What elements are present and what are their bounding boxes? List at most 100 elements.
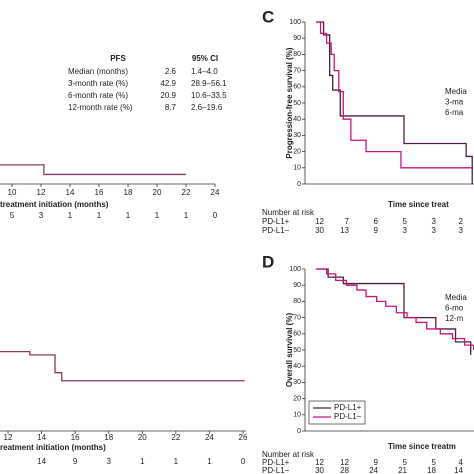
x-tick-label: 20: [153, 188, 162, 197]
y-tick-label: 50: [293, 100, 301, 107]
table-cell: 2.6–19.6: [191, 103, 223, 112]
y-axis-label: Overall survival (%): [285, 313, 294, 388]
at-risk-value: 12: [340, 458, 349, 467]
at-risk-value: 12: [315, 217, 324, 226]
survival-curve: [316, 21, 473, 169]
table-cell: 10.6–33.5: [191, 91, 227, 100]
y-tick-label: 80: [293, 298, 301, 305]
at-risk-title: Number at risk: [262, 450, 315, 459]
summary-label: Media: [445, 87, 467, 96]
at-risk-value: 1: [140, 457, 145, 466]
at-risk-value: 0: [241, 457, 246, 466]
y-tick-label: 0: [297, 181, 301, 188]
y-tick-label: 70: [293, 314, 301, 321]
table-cell: 6-month rate (%): [68, 91, 128, 100]
at-risk-value: 2: [459, 217, 464, 226]
y-tick-label: 30: [293, 379, 301, 386]
at-risk-value: 18: [427, 466, 436, 474]
at-risk-value: 5: [403, 458, 408, 467]
table-cell: 1.4–4.0: [191, 67, 218, 76]
at-risk-value: 5: [432, 458, 437, 467]
at-risk-value: 3: [403, 226, 408, 235]
x-tick-label: 18: [104, 433, 113, 442]
x-tick-label: 14: [37, 433, 46, 442]
at-risk-value: 24: [369, 466, 378, 474]
survival-curve: [0, 350, 245, 382]
at-risk-value: 3: [459, 226, 464, 235]
at-risk-value: 5: [403, 217, 408, 226]
at-risk-value: 5: [10, 211, 15, 220]
x-tick-label: 22: [171, 433, 180, 442]
table-cell: 20.9: [160, 91, 176, 100]
y-tick-label: 60: [293, 331, 301, 338]
x-axis-label: Time since treatm: [388, 442, 456, 451]
y-axis-label: Progression-free survival (%): [285, 47, 294, 158]
y-tick-label: 100: [289, 266, 301, 273]
at-risk-name: PD-L1−: [262, 226, 290, 235]
table-cell: 42.9: [160, 79, 176, 88]
at-risk-value: 13: [340, 226, 349, 235]
summary-label: 6-mo: [445, 304, 464, 313]
table-cell: 12-month rate (%): [68, 103, 133, 112]
x-tick-label: 18: [124, 188, 133, 197]
at-risk-value: 1: [184, 211, 189, 220]
y-tick-label: 20: [293, 148, 301, 155]
table-cell: Median (months): [68, 67, 128, 76]
at-risk-value: 28: [340, 466, 349, 474]
table-header: 95% CI: [192, 54, 218, 63]
at-risk-value: 0: [213, 211, 218, 220]
y-tick-label: 90: [293, 35, 301, 42]
x-tick-label: 16: [71, 433, 80, 442]
at-risk-value: 1: [174, 457, 179, 466]
y-tick-label: 90: [293, 282, 301, 289]
survival-curve: [0, 164, 186, 176]
panel-letter: D: [262, 252, 274, 271]
at-risk-value: 1: [155, 211, 160, 220]
y-tick-label: 30: [293, 132, 301, 139]
at-risk-value: 14: [454, 466, 463, 474]
summary-label: 3-ma: [445, 98, 464, 107]
at-risk-value: 1: [126, 211, 131, 220]
at-risk-value: 6: [374, 217, 379, 226]
x-tick-label: 24: [211, 188, 220, 197]
at-risk-value: 7: [345, 217, 350, 226]
at-risk-name: PD-L1−: [262, 466, 290, 474]
y-tick-label: 50: [293, 347, 301, 354]
at-risk-value: 9: [374, 458, 379, 467]
at-risk-value: 21: [398, 466, 407, 474]
table-cell: 3-month rate (%): [68, 79, 128, 88]
table-cell: 2.6: [165, 67, 177, 76]
survival-curve: [316, 21, 473, 184]
survival-curve: [316, 268, 474, 350]
y-tick-label: 40: [293, 363, 301, 370]
at-risk-value: 4: [459, 458, 464, 467]
y-tick-label: 80: [293, 51, 301, 58]
at-risk-value: 3: [39, 211, 44, 220]
at-risk-title: Number at risk: [262, 208, 315, 217]
x-axis-label: reatment initiation (months): [0, 443, 106, 452]
y-tick-label: 10: [293, 412, 301, 419]
at-risk-name: PD-L1+: [262, 458, 290, 467]
legend-label: PD-L1−: [334, 412, 362, 421]
at-risk-name: PD-L1+: [262, 217, 290, 226]
legend-box: [308, 400, 366, 425]
table-cell: 8.7: [165, 103, 177, 112]
table-header: PFS: [110, 54, 126, 63]
at-risk-value: 30: [315, 226, 324, 235]
y-tick-label: 20: [293, 395, 301, 402]
at-risk-value: 1: [68, 211, 73, 220]
at-risk-value: 3: [106, 457, 111, 466]
at-risk-value: 9: [73, 457, 78, 466]
x-tick-label: 26: [239, 433, 248, 442]
table-cell: 28.9–56.1: [191, 79, 227, 88]
x-tick-label: 24: [205, 433, 214, 442]
y-tick-label: 60: [293, 84, 301, 91]
at-risk-value: 12: [315, 458, 324, 467]
summary-label: Media: [445, 293, 467, 302]
summary-label: 12-m: [445, 314, 464, 323]
at-risk-value: 14: [37, 457, 46, 466]
survival-curve: [316, 268, 472, 355]
summary-label: 6-ma: [445, 108, 464, 117]
